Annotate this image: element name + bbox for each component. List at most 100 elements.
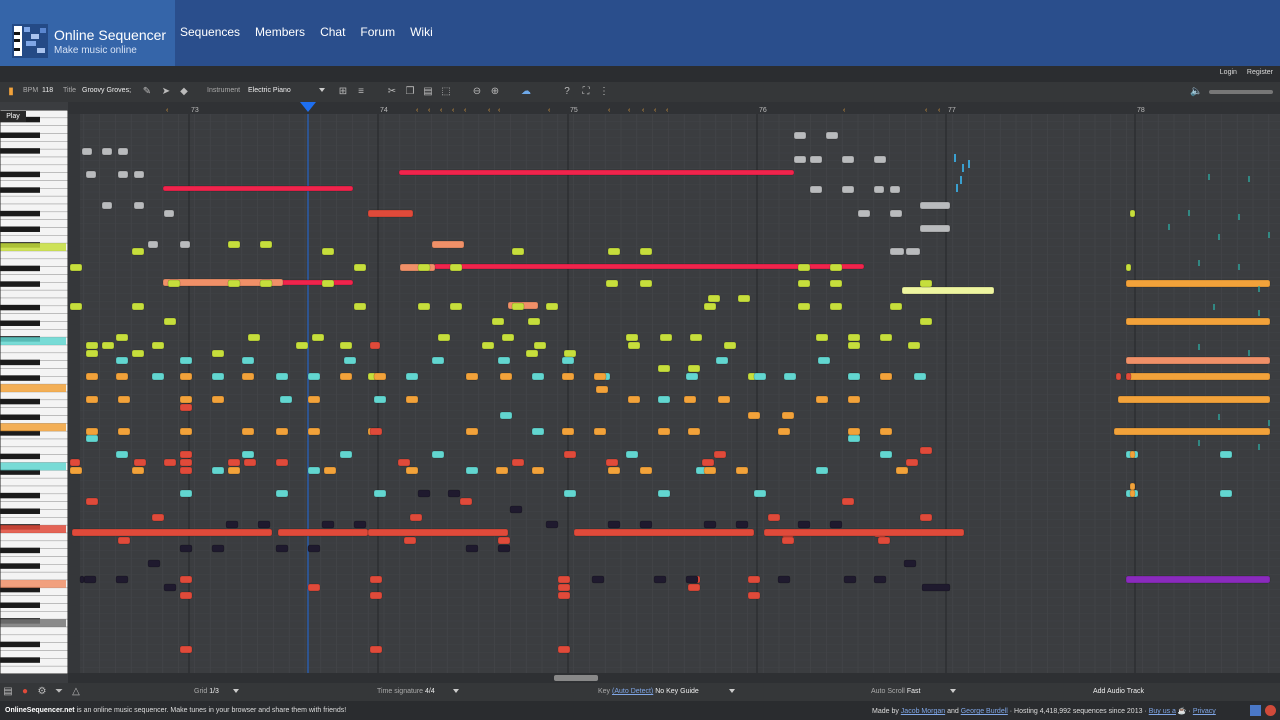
close-icon[interactable] (1265, 705, 1276, 716)
play-button[interactable]: ▮ (8, 86, 14, 97)
copy-icon[interactable]: ❐ (405, 86, 415, 97)
note-orange (703, 466, 717, 475)
paste-icon[interactable]: ▤ (423, 86, 433, 97)
note-red (179, 645, 193, 654)
piano-black-key (0, 187, 40, 193)
logo-icon (12, 24, 48, 58)
site-tagline: Make music online (54, 45, 137, 56)
edit-icon[interactable]: ✎ (142, 86, 152, 97)
and-text: and (945, 708, 961, 715)
note-green (847, 333, 861, 342)
note-cyan (1219, 450, 1233, 459)
pointer-tool-icon[interactable]: ➤ (161, 86, 171, 97)
editor-toolbar: ▮ BPM 118 Title Groovy Groves; ✎ ➤ ◆ Ins… (0, 82, 1280, 102)
note-orange (115, 372, 129, 381)
nav-members[interactable]: Members (255, 25, 306, 39)
loop-marker: ‹ (938, 107, 941, 114)
piano-black-key (0, 132, 40, 138)
instrument-select[interactable]: Electric Piano (248, 87, 325, 94)
login-link[interactable]: Login (1219, 69, 1237, 76)
cut-icon[interactable]: ✂ (387, 86, 397, 97)
note-cyan (275, 372, 289, 381)
note-cyan (1219, 489, 1233, 498)
note-dark (873, 575, 887, 584)
note-red (701, 458, 715, 467)
help-icon[interactable]: ? (564, 86, 570, 97)
grid-label: Grid (194, 688, 208, 695)
ghost-note (1213, 304, 1215, 310)
timeline-ruler[interactable]: 73 74 75 76 77 78 ‹ ‹ ‹ ‹ ‹ ‹ ‹ ‹ ‹ ‹ ‹ ‹ ‹ ‹ ‹ ‹ ‹ (68, 102, 1280, 114)
note-green (481, 341, 495, 350)
note-grid[interactable] (68, 114, 1280, 673)
note-green (525, 349, 539, 358)
ghost-note (1258, 444, 1260, 450)
note-dark (275, 544, 289, 553)
buy-link[interactable]: Buy us a (1148, 708, 1176, 715)
nav-sequences[interactable]: Sequences (180, 25, 241, 39)
key-value: No Key Guide (655, 688, 699, 695)
bar-number: 75 (570, 107, 578, 114)
menu-icon[interactable]: ▤ (3, 686, 13, 697)
piano-white-key (0, 368, 68, 377)
author2-link[interactable]: George Burdell (960, 708, 1008, 715)
note-gray (81, 147, 93, 156)
metronome-icon[interactable]: △ (72, 686, 80, 697)
note-dark (115, 575, 129, 584)
note-orange (179, 395, 193, 404)
settings-icon[interactable] (1250, 705, 1261, 716)
autoscroll-value: Fast (906, 688, 921, 695)
volume-slider[interactable] (1209, 90, 1273, 94)
mixer-icon[interactable]: ≡ (358, 86, 364, 97)
record-icon[interactable]: ● (21, 686, 29, 697)
note-green (687, 364, 701, 373)
ghost-note (1218, 234, 1220, 240)
note-orange (339, 372, 353, 381)
note-green (511, 302, 525, 311)
bar-number: 77 (948, 107, 956, 114)
zoom-out-icon[interactable]: ⊖ (472, 86, 482, 97)
fullscreen-icon[interactable]: ⛶ (582, 86, 590, 97)
author1-link[interactable]: Jacob Morgan (900, 708, 946, 715)
add-audio-track-button[interactable]: Add Audio Track (1093, 688, 1144, 695)
grid-select[interactable]: Grid 1/3 (194, 688, 239, 695)
scrollbar-thumb[interactable] (554, 675, 598, 681)
title-input[interactable]: Groovy Groves; (82, 87, 132, 94)
privacy-link[interactable]: Privacy (1192, 708, 1216, 715)
filter-icon[interactable]: ⏷ (55, 686, 63, 697)
horizontal-scrollbar[interactable] (68, 673, 1280, 683)
note-dark (225, 520, 239, 529)
note-gray (889, 209, 903, 218)
footer-site-link[interactable]: OnlineSequencer.net (5, 707, 75, 714)
volume-icon[interactable]: 🔈 (1190, 86, 1203, 97)
nav-forum[interactable]: Forum (360, 25, 396, 39)
nav-wiki[interactable]: Wiki (410, 25, 433, 39)
key-autodetect-link[interactable]: (Auto Detect) (612, 688, 654, 695)
note-red (369, 591, 383, 600)
key-select[interactable]: Key (Auto Detect) No Key Guide (598, 688, 735, 695)
note-red (1125, 372, 1132, 381)
bpm-value[interactable]: 118 (42, 87, 54, 94)
autoscroll-select[interactable]: Auto Scroll Fast (871, 688, 957, 695)
ghost-note (1218, 414, 1220, 420)
piano-white-key (0, 344, 68, 354)
note-green (151, 341, 165, 350)
note-orange (307, 427, 321, 436)
nav-chat[interactable]: Chat (320, 25, 346, 39)
midi-icon[interactable]: ⚙ (37, 686, 47, 697)
register-link[interactable]: Register (1246, 69, 1273, 76)
cloud-save-icon[interactable]: ☁ (521, 86, 531, 97)
note-green (69, 302, 83, 311)
ghost-note (1258, 310, 1260, 316)
piano-keyboard[interactable] (0, 110, 68, 674)
more-icon[interactable]: ⋮ (599, 86, 609, 97)
note-red (179, 466, 193, 475)
select-all-icon[interactable]: ⬚ (441, 86, 451, 97)
eraser-icon[interactable]: ◆ (180, 86, 188, 97)
timesig-select[interactable]: Time signature 4/4 (377, 688, 459, 695)
instrument-settings-icon[interactable]: ⊞ (338, 86, 348, 97)
note-red (459, 497, 473, 506)
note-green (115, 333, 129, 342)
note-cyan (531, 372, 545, 381)
note-green (625, 333, 639, 342)
zoom-in-icon[interactable]: ⊕ (490, 86, 500, 97)
